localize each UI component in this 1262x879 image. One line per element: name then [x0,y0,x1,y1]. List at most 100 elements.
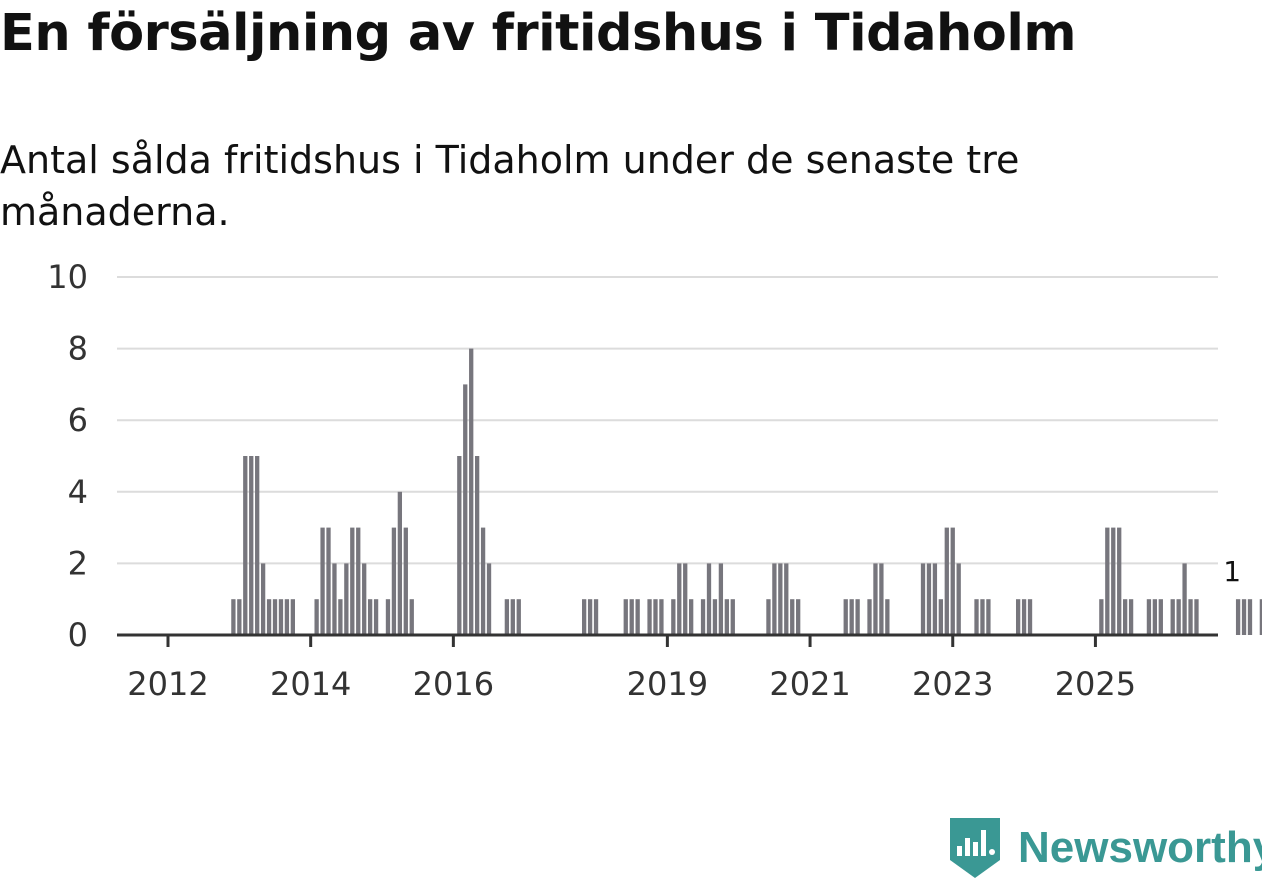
bar [932,563,938,635]
bar [290,599,295,635]
bar [314,599,319,635]
bar [623,599,628,635]
bar [980,599,985,635]
bar [326,527,331,635]
bar [790,599,795,635]
bar [1027,599,1033,635]
bar [409,599,414,635]
newsworthy-logo-icon [950,818,1000,878]
bar [237,599,242,635]
bar [1247,599,1253,635]
x-tick-label: 2016 [413,665,494,703]
bar [706,563,712,635]
y-tick-label: 4 [68,473,88,511]
bar [1152,599,1158,635]
x-tick-label: 2012 [127,665,208,703]
bar [249,456,254,635]
x-tick-label: 2025 [1055,665,1136,703]
bar [469,348,474,635]
bar [1170,599,1175,635]
bar [724,599,729,635]
bar [391,527,397,635]
bar [332,563,337,635]
bar [504,599,510,635]
bar [587,599,593,635]
bar [677,563,682,635]
chart-subtitle: Antal sålda fritidshus i Tidaholm under … [0,138,1020,234]
y-tick-label: 10 [47,258,88,296]
bar [867,599,872,635]
bar [718,563,724,635]
bar [956,563,961,635]
bar [855,599,860,635]
bar [1194,599,1199,635]
bar [1146,599,1152,635]
bar [689,599,694,635]
bar [486,563,492,635]
bar [397,491,403,635]
bar [778,563,783,635]
data-label: 1 [1223,555,1241,588]
bar [1241,599,1247,635]
bar [1021,599,1027,635]
bar [986,599,991,635]
bar [350,527,355,635]
bar [879,563,884,635]
bar [344,563,349,635]
bar [974,599,979,635]
bar [266,599,272,635]
bar [629,599,634,635]
bar [938,599,943,635]
bar [1182,563,1187,635]
bar [373,599,379,635]
bar [635,599,640,635]
bar [457,456,462,635]
y-tick-label: 8 [68,330,88,368]
bar [1111,527,1116,635]
x-tick-label: 2019 [627,665,708,703]
bar [700,599,706,635]
bar [272,599,278,635]
bar [362,563,367,635]
bar [1015,599,1021,635]
bar [873,563,878,635]
bar [1176,599,1181,635]
bar [1105,527,1110,635]
x-tick-label: 2014 [270,665,351,703]
bar [463,384,468,635]
bar [1128,599,1134,635]
bar [403,527,408,635]
bar [284,599,290,635]
bar [510,599,515,635]
bar [367,599,373,635]
x-tick-label: 2023 [912,665,993,703]
bar [320,527,325,635]
x-tick-label: 2021 [769,665,850,703]
bar [944,527,949,635]
y-tick-label: 2 [68,544,88,582]
bar [260,563,266,635]
bar [255,456,260,635]
bar [1188,599,1193,635]
bar [385,599,391,635]
bar [766,599,771,635]
bar [593,599,599,635]
y-tick-label: 6 [68,401,88,439]
bar [843,599,848,635]
bar [712,599,718,635]
bar [849,599,854,635]
bar [784,563,789,635]
bar [1122,599,1128,635]
bar [671,599,676,635]
bar [920,563,926,635]
chart-title: En försäljning av fritidshus i Tidaholm [0,4,1076,63]
bar [516,599,521,635]
bar [1235,599,1241,635]
y-tick-label: 0 [68,616,88,654]
bar [243,456,248,635]
bar [1117,527,1122,635]
bar-chart: 0 2 4 6 8 10 2012 2014 2016 2019 2021 2023 2025 1 [47,258,1262,703]
bar [231,599,236,635]
bar [480,527,486,635]
bar [653,599,658,635]
